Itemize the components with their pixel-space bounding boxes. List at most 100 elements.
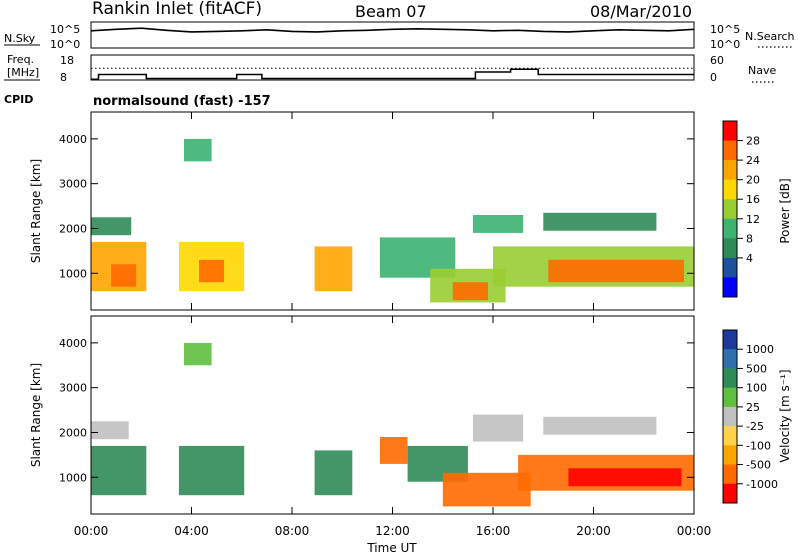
x-tick-label: 16:00 bbox=[476, 524, 511, 538]
colorbar-tick-label: -25 bbox=[746, 420, 764, 433]
noise-left-label: N.Sky bbox=[4, 32, 36, 45]
freq-right-tick-top: 60 bbox=[710, 54, 724, 67]
power-colorbar: 28 24 20 16 12 8 4 Power [dB] bbox=[722, 120, 792, 298]
colorbar-tick-label: 1000 bbox=[746, 343, 774, 356]
velocity-colorbar-label: Velocity [m s⁻¹] bbox=[778, 369, 792, 462]
colorbar-tick-label: 4 bbox=[746, 252, 753, 265]
colorbar-swatch bbox=[723, 121, 737, 142]
colorbar-swatch bbox=[723, 238, 737, 259]
noise-frame bbox=[90, 21, 695, 49]
y-tick-label: 4000 bbox=[59, 337, 87, 350]
colorbar-tick-label: 20 bbox=[746, 174, 760, 187]
colorbar-swatch bbox=[723, 218, 737, 239]
colorbar-tick-label: 500 bbox=[746, 362, 767, 375]
colorbar-swatch bbox=[723, 387, 737, 408]
station-title: Rankin Inlet (fitACF) bbox=[92, 0, 262, 19]
colorbar-swatch bbox=[723, 179, 737, 200]
colorbar-swatch bbox=[723, 483, 737, 504]
velocity-colorbar-frame bbox=[722, 329, 738, 504]
freq-left-label-2: [MHz] bbox=[7, 66, 39, 79]
x-tick-label: 04:00 bbox=[174, 524, 209, 538]
power-blob bbox=[91, 217, 132, 236]
freq-left-tick-top: 18 bbox=[60, 54, 74, 67]
colorbar-tick-label: 24 bbox=[746, 154, 760, 167]
colorbar-swatch bbox=[723, 406, 737, 427]
x-axis-ticks: 00:00 04:00 08:00 12:00 16:00 20:00 00:00 bbox=[74, 112, 712, 538]
x-tick-label: 20:00 bbox=[576, 524, 611, 538]
velocity-colorbar: 1000 500 100 25 -25 -100 -500 -1000 Velocity [m… bbox=[722, 329, 792, 504]
colorbar-swatch bbox=[723, 426, 737, 446]
power-colorbar-swatches bbox=[723, 121, 737, 298]
noise-panel: N.Sky 10^5 10^0 10^5 10^0 N.Search bbox=[4, 21, 795, 51]
freq-panel: Freq. [MHz] 18 8 60 0 Nave bbox=[4, 53, 776, 84]
velocity-blob bbox=[379, 437, 408, 464]
freq-left-tick-bottom: 8 bbox=[60, 71, 67, 84]
velocity-y-ticks: 1000 2000 3000 4000 bbox=[59, 337, 694, 484]
freq-series-line bbox=[91, 68, 694, 81]
power-blob bbox=[184, 138, 212, 162]
x-tick-label: 00:00 bbox=[677, 524, 712, 538]
power-blob bbox=[111, 264, 137, 287]
colorbar-tick-label: -100 bbox=[746, 439, 771, 452]
x-tick-label: 12:00 bbox=[375, 524, 410, 538]
colorbar-swatch bbox=[723, 445, 737, 465]
velocity-blob bbox=[543, 416, 657, 435]
power-blob bbox=[199, 259, 225, 283]
colorbar-swatch bbox=[723, 140, 737, 161]
colorbar-tick-label: 25 bbox=[746, 401, 760, 414]
power-colorbar-label: Power [dB] bbox=[778, 178, 792, 243]
velocity-data-layer bbox=[91, 342, 694, 507]
noise-right-tick-top: 10^5 bbox=[710, 23, 740, 36]
velocity-blob bbox=[314, 450, 353, 496]
colorbar-tick-label: 8 bbox=[746, 232, 753, 245]
y-tick-label: 1000 bbox=[59, 267, 87, 280]
colorbar-swatch bbox=[723, 199, 737, 220]
velocity-blob bbox=[442, 472, 531, 507]
x-tick-label: 08:00 bbox=[275, 524, 310, 538]
power-panel: 1000 2000 3000 4000 Slant Range [km] bbox=[29, 111, 695, 311]
noise-right-label: N.Search bbox=[745, 30, 795, 43]
y-tick-label: 3000 bbox=[59, 382, 87, 395]
freq-frame bbox=[90, 54, 695, 81]
velocity-panel: 1000 2000 3000 4000 Slant Range [km] bbox=[29, 315, 695, 515]
power-colorbar-frame bbox=[722, 120, 738, 298]
power-blob bbox=[472, 215, 524, 233]
x-tick-label: 00:00 bbox=[74, 524, 109, 538]
y-tick-label: 4000 bbox=[59, 133, 87, 146]
colorbar-swatch bbox=[723, 257, 737, 278]
cpid-text: normalsound (fast) -157 bbox=[93, 94, 271, 109]
beam-title: Beam 07 bbox=[355, 2, 427, 21]
power-data-layer bbox=[91, 138, 694, 303]
velocity-colorbar-swatches bbox=[723, 330, 737, 504]
velocity-blob bbox=[91, 421, 129, 440]
velocity-blob bbox=[184, 342, 212, 366]
colorbar-swatch bbox=[723, 464, 737, 485]
cpid-label: CPID bbox=[4, 93, 33, 106]
velocity-colorbar-ticks: 1000 500 100 25 -25 -100 -500 -1000 bbox=[737, 343, 778, 491]
noise-right-tick-bottom: 10^0 bbox=[710, 38, 740, 51]
colorbar-tick-label: 100 bbox=[746, 382, 767, 395]
colorbar-tick-label: 28 bbox=[746, 135, 760, 148]
power-blob bbox=[452, 282, 488, 301]
power-y-ticks: 1000 2000 3000 4000 bbox=[59, 133, 694, 280]
colorbar-tick-label: 16 bbox=[746, 193, 760, 206]
velocity-ylabel: Slant Range [km] bbox=[29, 363, 43, 467]
freq-left-label-1: Freq. bbox=[7, 53, 34, 66]
power-blob bbox=[543, 212, 657, 231]
colorbar-swatch bbox=[723, 160, 737, 181]
y-tick-label: 1000 bbox=[59, 471, 87, 484]
freq-right-label: Nave bbox=[748, 64, 776, 77]
colorbar-tick-label: 12 bbox=[746, 213, 760, 226]
noise-left-tick-top: 10^5 bbox=[50, 23, 80, 36]
colorbar-swatch bbox=[723, 330, 737, 350]
power-ylabel: Slant Range [km] bbox=[29, 159, 43, 263]
noise-series-line bbox=[90, 27, 695, 33]
x-axis-label: Time UT bbox=[366, 541, 417, 554]
velocity-blob bbox=[568, 468, 682, 487]
colorbar-tick-label: -1000 bbox=[746, 478, 778, 491]
power-blob bbox=[548, 259, 684, 283]
noise-left-tick-bottom: 10^0 bbox=[50, 38, 80, 51]
velocity-blob bbox=[472, 414, 524, 442]
y-tick-label: 2000 bbox=[59, 426, 87, 439]
